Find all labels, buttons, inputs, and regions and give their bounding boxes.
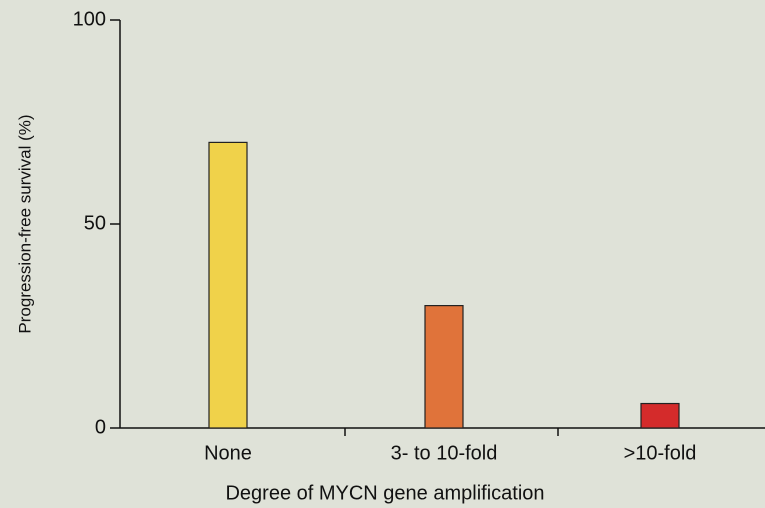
background	[0, 0, 765, 508]
x-tick-label: None	[204, 442, 252, 464]
bar	[209, 142, 247, 428]
y-tick-label: 0	[95, 416, 106, 438]
bar	[425, 306, 463, 428]
y-tick-label: 100	[73, 8, 106, 30]
chart: Progression-free survival (%) Degree of …	[0, 0, 765, 508]
x-tick-label: 3- to 10-fold	[391, 442, 498, 464]
page: Progression-free survival (%) Degree of …	[0, 0, 765, 508]
y-axis-label: Progression-free survival (%)	[15, 114, 34, 333]
y-tick-label: 50	[84, 212, 106, 234]
x-tick-label: >10-fold	[624, 442, 697, 464]
x-axis-label: Degree of MYCN gene amplification	[225, 482, 544, 504]
bar	[641, 404, 679, 428]
